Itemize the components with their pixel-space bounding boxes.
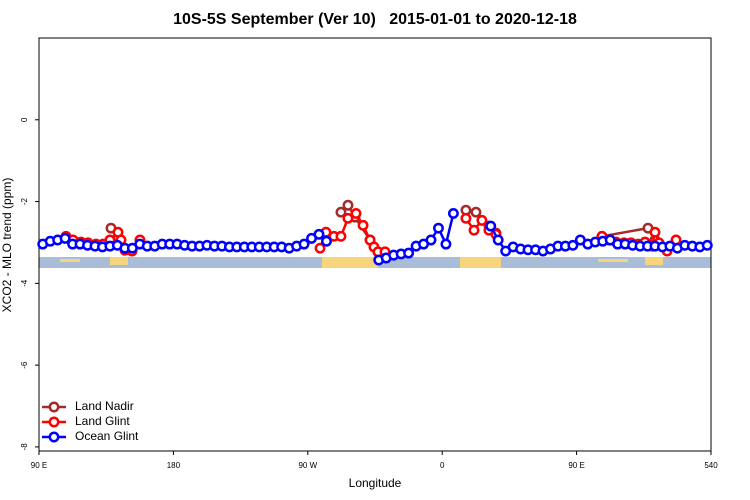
x-tick-label: 90 W <box>298 461 317 470</box>
x-tick-label: 90 E <box>31 461 47 470</box>
y-tick-label: 0 <box>20 117 29 122</box>
data-point <box>298 238 310 250</box>
data-point <box>440 238 452 250</box>
data-point <box>701 239 713 251</box>
data-point <box>492 234 504 246</box>
data-point <box>567 239 579 251</box>
y-tick-label: -6 <box>20 361 29 369</box>
y-tick-label: -2 <box>20 197 29 205</box>
data-point <box>342 199 354 211</box>
legend-marker <box>48 416 60 428</box>
data-point <box>460 212 472 224</box>
data-point <box>342 212 354 224</box>
legend-label: Land Glint <box>75 414 130 428</box>
y-tick-label: -4 <box>20 279 29 287</box>
x-tick-label: 540 <box>704 461 718 470</box>
chart-title: 10S-5S September (Ver 10) 2015-01-01 to … <box>173 11 577 28</box>
y-tick-label: -8 <box>20 443 29 451</box>
data-point <box>425 234 437 246</box>
data-point <box>649 226 661 238</box>
data-point <box>335 206 347 218</box>
legend-label: Land Nadir <box>75 399 134 413</box>
x-tick-label: 180 <box>167 461 181 470</box>
legend-marker <box>48 431 60 443</box>
data-point <box>447 207 459 219</box>
data-point <box>313 228 325 240</box>
data-point <box>314 242 326 254</box>
y-axis-label: XCO2 - MLO trend (ppm) <box>0 178 14 313</box>
data-point <box>476 214 488 226</box>
x-tick-label: 90 E <box>568 461 584 470</box>
data-point <box>321 235 332 247</box>
legend-marker <box>48 401 60 413</box>
data-point <box>433 222 444 234</box>
x-axis-label: Longitude <box>349 476 402 490</box>
data-point <box>357 219 369 231</box>
data-point <box>485 220 497 232</box>
legend-label: Ocean Glint <box>75 429 139 443</box>
data-point <box>470 206 482 218</box>
data-point <box>403 247 415 259</box>
x-tick-label: 0 <box>440 461 445 470</box>
data-point <box>59 232 71 244</box>
data-point <box>350 207 362 219</box>
data-point <box>468 224 480 236</box>
data-point <box>335 230 347 242</box>
